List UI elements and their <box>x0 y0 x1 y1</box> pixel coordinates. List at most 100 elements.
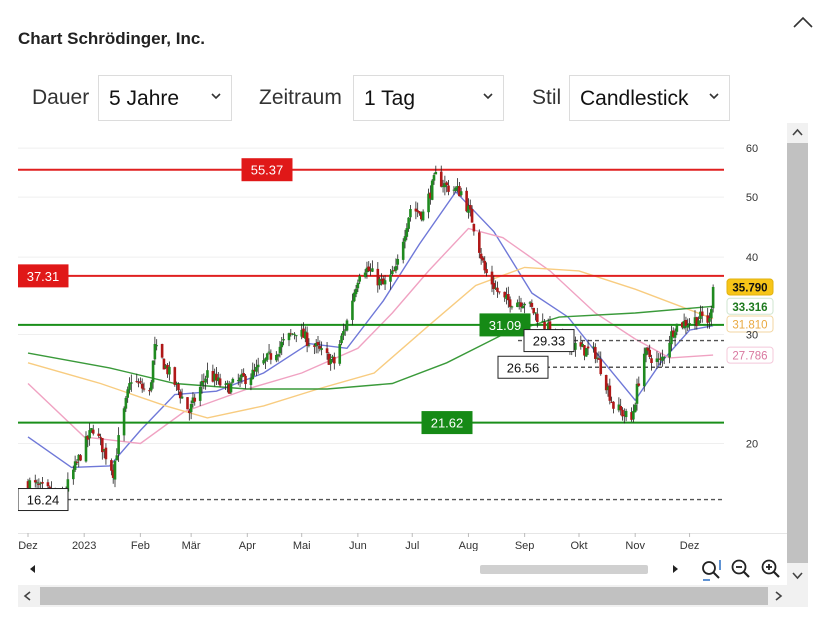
collapse-chevron-icon[interactable] <box>792 14 814 30</box>
candle-body <box>432 175 436 181</box>
style-label: Stil <box>532 86 562 109</box>
candle-body <box>302 328 305 338</box>
candle-body <box>409 209 412 218</box>
y-tick-label: 60 <box>746 143 758 155</box>
candle-body <box>340 335 343 344</box>
candle-body <box>407 217 410 229</box>
candle-body <box>26 481 30 490</box>
x-tick-label: Okt <box>570 540 587 551</box>
candle-body <box>521 305 525 309</box>
candle-body <box>367 266 371 272</box>
candle-body <box>686 325 690 328</box>
moving-average-line <box>27 190 714 469</box>
candle-body <box>608 385 612 401</box>
x-tick-label: Feb <box>131 540 150 551</box>
candle-body <box>358 275 361 282</box>
candle-body <box>238 377 242 382</box>
candle-body <box>37 483 41 485</box>
candle-body <box>117 435 120 455</box>
candle-body <box>142 388 146 390</box>
candle-body <box>345 320 349 331</box>
chart-toolbar <box>18 553 787 585</box>
candle-body <box>434 171 438 175</box>
ma-green-value-label-box <box>726 297 774 315</box>
candle-body <box>86 436 90 440</box>
scroll-left-icon[interactable] <box>22 590 34 602</box>
x-axis-ticks: Dez 2023 Feb Mär Apr Mai Jun Jul Aug Sep Okt Nov Dez <box>18 533 699 551</box>
candle-body <box>162 358 166 370</box>
candle-body <box>175 382 178 384</box>
zoom-fit-icon[interactable] <box>700 558 724 582</box>
x-tick-label: Mai <box>293 540 311 551</box>
candle-body <box>421 211 425 221</box>
vertical-scroll-thumb[interactable] <box>787 143 808 563</box>
candle-body <box>710 309 713 319</box>
candle-body <box>700 311 704 316</box>
candle-body <box>583 345 586 356</box>
candle-body <box>115 455 119 461</box>
candle-body <box>314 343 318 347</box>
candle-body <box>320 348 323 350</box>
price-chart[interactable]: 55.37 37.31 31.09 21.62 29.33 26.56 16.24 31.81… <box>18 123 787 551</box>
candle-body <box>494 287 497 289</box>
candle-body <box>101 437 104 453</box>
candle-body <box>655 358 659 362</box>
candle-body <box>536 313 539 323</box>
moving-average-line <box>27 266 714 419</box>
period-select[interactable]: 1 Tag <box>353 75 504 121</box>
candle-body <box>135 381 139 383</box>
candle-body <box>218 378 222 386</box>
candle-body <box>226 382 229 385</box>
candle-body <box>231 378 235 383</box>
candle-body <box>517 302 521 304</box>
candle-body <box>497 291 501 293</box>
level-label: 26.56 <box>507 360 540 375</box>
candle-body <box>507 294 510 301</box>
chart-range-slider[interactable] <box>480 565 648 574</box>
candle-body <box>699 311 702 320</box>
zoom-in-icon[interactable] <box>760 558 782 580</box>
pan-left-icon[interactable] <box>28 564 38 574</box>
candle-body <box>454 187 458 191</box>
scroll-down-icon[interactable] <box>787 565 808 585</box>
scroll-up-icon[interactable] <box>787 123 808 143</box>
candle-body <box>594 347 597 359</box>
candle-body <box>403 236 407 242</box>
candle-body <box>630 412 633 420</box>
candle-body <box>293 333 296 335</box>
candle-body <box>206 370 209 378</box>
candle-body <box>282 339 285 341</box>
candle-body <box>240 373 244 378</box>
candle-body <box>541 320 545 322</box>
candle-body <box>648 349 651 357</box>
candle-body <box>269 353 273 360</box>
horizontal-scroll-thumb[interactable] <box>40 587 768 605</box>
scroll-right-icon[interactable] <box>772 590 784 602</box>
candle-body <box>356 282 360 289</box>
candle-body <box>695 317 699 326</box>
candle-body <box>148 390 151 392</box>
x-tick-label: Aug <box>459 540 479 551</box>
zoom-out-icon[interactable] <box>730 558 752 580</box>
candle-body <box>396 258 400 265</box>
candle-body <box>427 193 430 213</box>
chevron-down-icon <box>709 93 719 100</box>
candle-body <box>227 384 231 394</box>
level-label-box <box>241 158 293 182</box>
pan-right-icon[interactable] <box>670 564 680 574</box>
candle-body <box>392 270 396 272</box>
candle-body <box>383 280 387 285</box>
style-select[interactable]: Candlestick <box>569 75 730 121</box>
candle-body <box>66 479 70 492</box>
candle-body <box>256 364 260 368</box>
candle-body <box>479 253 483 259</box>
candle-body <box>124 397 128 409</box>
horizontal-scrollbar[interactable] <box>18 585 808 607</box>
vertical-scrollbar[interactable] <box>787 123 808 585</box>
y-tick-label: 40 <box>746 252 758 264</box>
candle-body <box>300 329 303 337</box>
candle-body <box>287 333 291 341</box>
candle-body <box>430 180 434 200</box>
duration-select[interactable]: 5 Jahre <box>98 75 232 121</box>
